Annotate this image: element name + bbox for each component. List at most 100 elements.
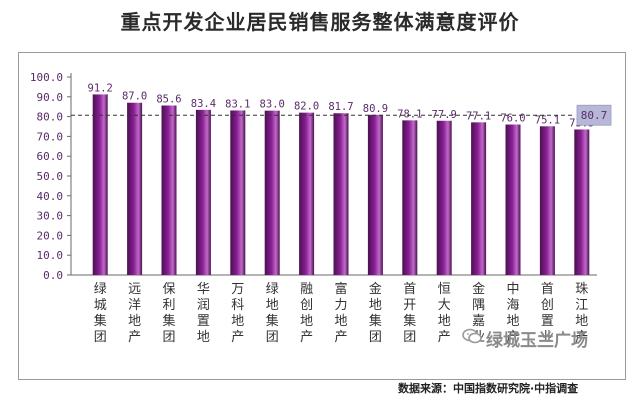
- y-tick-label: 20.0: [37, 229, 64, 242]
- watermark-text: 绿城玉兰广场: [486, 331, 588, 351]
- category-label: 产: [575, 330, 588, 345]
- y-tick-label: 50.0: [37, 170, 64, 183]
- category-label: 地: [369, 298, 382, 313]
- data-label: 81.7: [328, 101, 353, 113]
- bar-chart: 0.0 10.0 20.0 30.0 40.0 50.0 60.0 70.0 80.0 90.0 1…: [30, 71, 612, 345]
- category-label: 首: [403, 282, 416, 297]
- category-label: 万: [231, 282, 244, 297]
- category-label: 团: [94, 330, 107, 345]
- data-label: 91.2: [88, 82, 113, 94]
- category-label: 集: [403, 313, 416, 329]
- bar: [539, 126, 555, 275]
- category-label: 珠: [575, 282, 588, 297]
- category-label: 集: [94, 313, 107, 329]
- category-label: 地: [575, 314, 588, 329]
- bar: [471, 122, 487, 275]
- category-label: 产: [231, 330, 244, 345]
- category-label: 创: [300, 298, 313, 313]
- y-tick-label: 0.0: [43, 269, 63, 282]
- data-label: 75.1: [535, 114, 560, 126]
- data-label: 83.4: [191, 98, 216, 110]
- data-source: 数据来源：中国指数研究院·中指调查: [398, 382, 579, 395]
- data-label: 85.6: [156, 94, 181, 106]
- data-label: 76.0: [500, 113, 525, 125]
- category-label: 远: [128, 282, 141, 297]
- y-tick-label: 60.0: [37, 150, 64, 163]
- category-label: 润: [197, 298, 210, 313]
- category-label: 集: [162, 313, 175, 329]
- wechat-icon: [462, 328, 482, 344]
- category-label: 中: [506, 282, 519, 297]
- data-label: 87.0: [122, 91, 147, 103]
- bar: [367, 114, 383, 276]
- bar: [574, 129, 590, 275]
- bar: [299, 112, 315, 275]
- bar: [195, 109, 211, 275]
- y-tick-label: 70.0: [37, 130, 64, 143]
- category-label: 江: [575, 298, 588, 313]
- category-label: 置: [541, 314, 554, 329]
- category-label: 团: [162, 330, 175, 345]
- category-label: 隅: [472, 298, 485, 313]
- category-label: 城: [94, 298, 107, 313]
- y-tick-label: 90.0: [37, 91, 64, 104]
- bar: [127, 102, 143, 275]
- chart-title: 重点开发企业居民销售服务整体满意度评价: [120, 10, 520, 34]
- data-label: 83.1: [225, 98, 250, 110]
- category-label: 开: [403, 298, 416, 313]
- average-label: 80.7: [581, 109, 608, 122]
- data-label: 78.1: [397, 108, 422, 120]
- category-label: 金: [369, 281, 382, 297]
- category-label: 洋: [128, 298, 141, 313]
- category-label: 利: [162, 298, 175, 313]
- category-label: 产: [128, 330, 141, 345]
- category-label: 业: [541, 330, 554, 345]
- category-label: 融: [300, 282, 313, 297]
- y-tick-label: 30.0: [37, 210, 64, 223]
- category-label: 地: [506, 314, 519, 329]
- category-label: 嘉: [472, 314, 485, 329]
- category-label: 地: [128, 314, 141, 329]
- category-label: 团: [369, 330, 382, 345]
- category-label: 地: [300, 314, 313, 329]
- average-label-box: [576, 104, 612, 126]
- category-label: 创: [541, 298, 554, 313]
- category-label: 大: [438, 298, 451, 313]
- chart-frame: 0.0 10.0 20.0 30.0 40.0 50.0 60.0 70.0 80.0 90.0 1…: [18, 52, 626, 380]
- category-label: 集: [369, 313, 382, 329]
- bar: [230, 110, 246, 275]
- y-tick-label: 80.0: [37, 111, 64, 124]
- category-label: 地: [334, 314, 347, 329]
- category-label: 绿: [266, 282, 279, 297]
- bar: [436, 120, 452, 276]
- category-label: 富: [334, 281, 347, 297]
- data-label: 82.0: [294, 101, 319, 113]
- bar: [333, 113, 349, 275]
- category-label: 首: [541, 282, 554, 297]
- category-label: 华: [197, 282, 210, 297]
- y-tick-label: 40.0: [37, 190, 64, 203]
- category-label: 团: [266, 330, 279, 345]
- category-label: 产: [438, 330, 451, 345]
- y-tick-label: 100.0: [30, 71, 63, 84]
- category-label: 地: [266, 298, 279, 313]
- bar: [402, 120, 418, 275]
- y-tick-label: 10.0: [37, 249, 64, 262]
- category-label: 科: [231, 298, 244, 313]
- category-label: 恒: [438, 282, 451, 297]
- bar: [264, 110, 280, 275]
- category-label: 置: [197, 314, 210, 329]
- category-label: 绿: [94, 282, 107, 297]
- data-label: 77.1: [466, 110, 491, 122]
- bar: [161, 105, 177, 276]
- category-label: 地: [231, 314, 244, 329]
- category-label: 集: [266, 313, 279, 329]
- bar: [92, 94, 108, 275]
- category-label: 金: [472, 281, 485, 297]
- category-label: 产: [300, 330, 313, 345]
- bar: [505, 124, 521, 276]
- category-label: 地: [438, 314, 451, 329]
- category-label: 产: [506, 330, 519, 345]
- data-label: 80.9: [363, 103, 388, 115]
- category-label: 地: [197, 330, 210, 345]
